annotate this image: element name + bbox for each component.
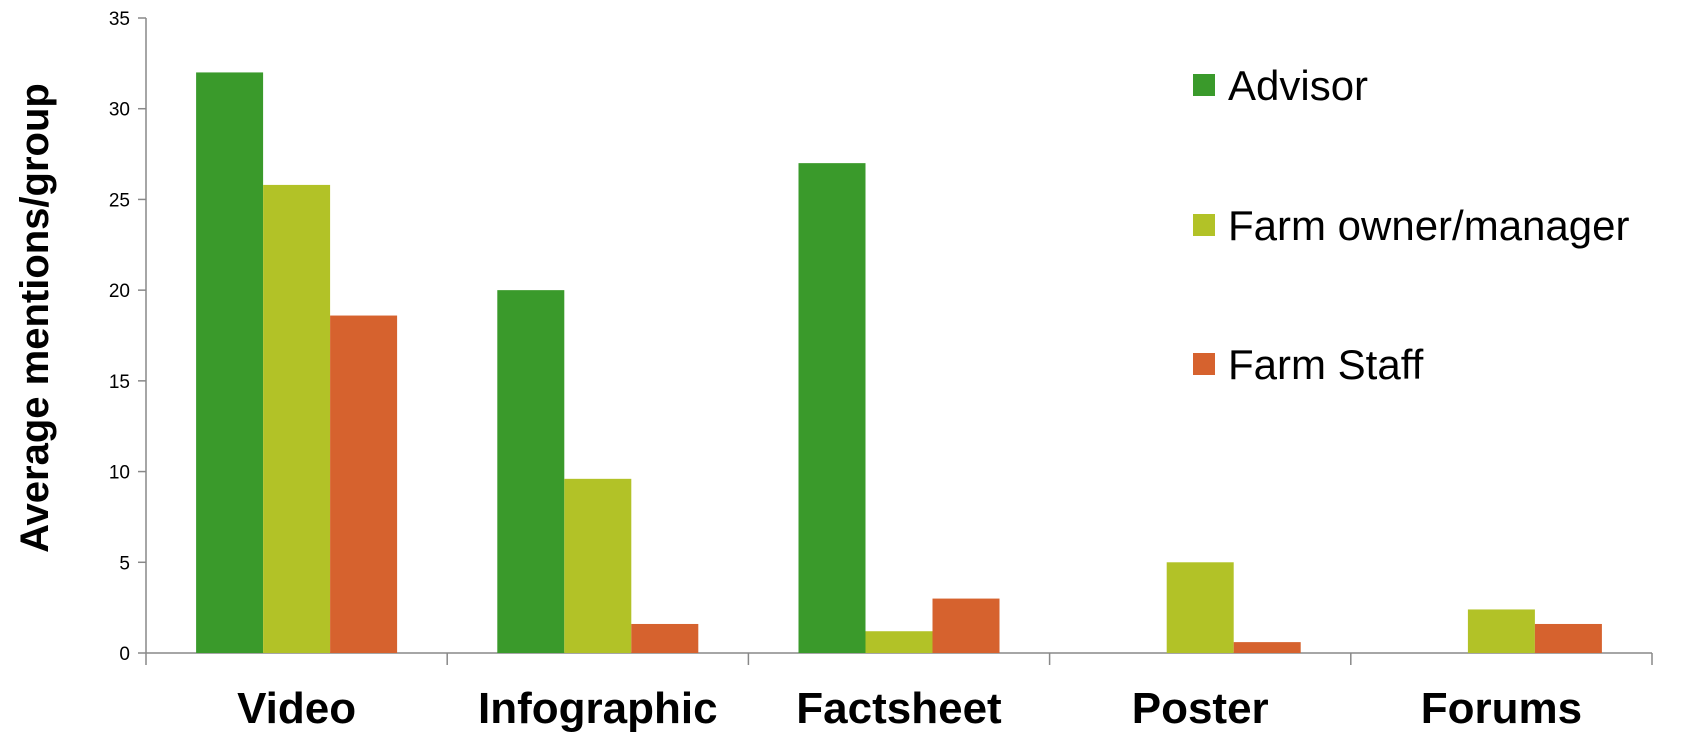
x-axis: Video Infographic Factsheet Poster Forums bbox=[145, 652, 1653, 732]
bar bbox=[865, 631, 933, 653]
y-tick-label: 5 bbox=[119, 553, 130, 574]
bar bbox=[1534, 623, 1602, 653]
legend-label: Advisor bbox=[1228, 62, 1368, 109]
bar bbox=[1467, 609, 1535, 653]
y-tick-label: 10 bbox=[109, 463, 130, 484]
legend-swatch bbox=[1193, 74, 1215, 96]
bar bbox=[263, 184, 331, 653]
bars bbox=[196, 72, 1602, 653]
legend-swatch bbox=[1193, 214, 1215, 236]
category-label: Video bbox=[237, 684, 356, 732]
legend-label: Farm Staff bbox=[1228, 341, 1424, 388]
bar bbox=[1166, 562, 1234, 653]
bar bbox=[196, 72, 264, 653]
legend-label: Farm owner/manager bbox=[1228, 202, 1629, 249]
y-tick-label: 25 bbox=[109, 190, 130, 211]
bar bbox=[1233, 642, 1301, 653]
bar bbox=[798, 163, 866, 653]
category-label: Factsheet bbox=[796, 684, 1002, 732]
bar bbox=[330, 315, 398, 653]
category-label: Forums bbox=[1421, 684, 1582, 732]
category-label: Infographic bbox=[478, 684, 718, 732]
legend-swatch bbox=[1193, 353, 1215, 375]
legend: Advisor Farm owner/manager Farm Staff bbox=[1193, 62, 1629, 388]
y-axis: 0 5 10 15 20 25 30 35 bbox=[109, 9, 147, 665]
bar bbox=[497, 290, 565, 653]
y-tick-label: 30 bbox=[109, 100, 130, 121]
y-tick-label: 0 bbox=[119, 644, 130, 665]
category-label: Poster bbox=[1132, 684, 1269, 732]
bar bbox=[564, 478, 632, 653]
bar bbox=[932, 598, 1000, 653]
y-axis-label: Average mentions/group bbox=[13, 83, 57, 553]
bar bbox=[631, 623, 699, 653]
y-tick-label: 20 bbox=[109, 281, 130, 302]
y-tick-label: 35 bbox=[109, 9, 130, 30]
y-tick-label: 15 bbox=[109, 372, 130, 393]
